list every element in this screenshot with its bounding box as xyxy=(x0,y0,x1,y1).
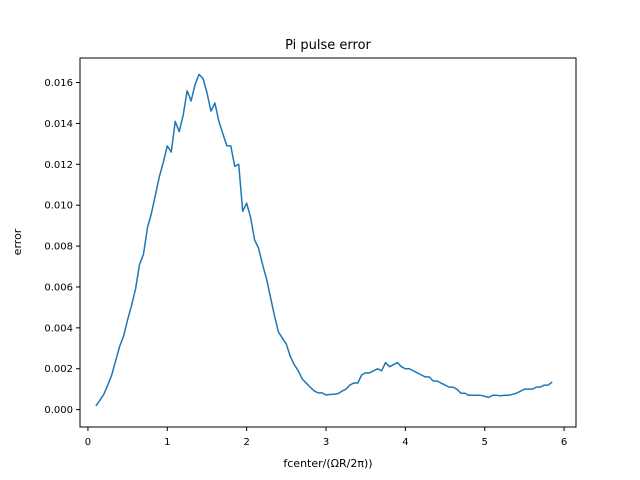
plot-frame xyxy=(79,57,577,428)
x-tick-label: 5 xyxy=(482,437,488,448)
y-tick-label: 0.008 xyxy=(44,242,73,253)
x-tick-label: 6 xyxy=(561,437,567,448)
y-axis: 0.000 0.002 0.004 0.006 0.008 0.010 0.012 0.014… xyxy=(44,78,80,416)
y-axis-label: error xyxy=(11,228,24,255)
y-tick-label: 0.002 xyxy=(44,364,73,375)
plot-area xyxy=(95,73,553,407)
x-tick-label: 2 xyxy=(243,437,249,448)
x-tick-label: 3 xyxy=(323,437,329,448)
series-line-0 xyxy=(95,73,553,407)
y-tick-label: 0.000 xyxy=(44,405,73,416)
x-tick-label: 0 xyxy=(85,437,91,448)
y-tick-label: 0.016 xyxy=(44,78,73,89)
x-tick-label: 4 xyxy=(402,437,408,448)
y-tick-label: 0.006 xyxy=(44,282,73,293)
chart-title: Pi pulse error xyxy=(285,38,371,53)
x-axis: 0 1 2 3 4 5 6 xyxy=(85,427,567,448)
y-tick-label: 0.010 xyxy=(44,201,73,212)
x-axis-label: fcenter/(ΩR/2π)) xyxy=(283,457,372,470)
y-tick-label: 0.014 xyxy=(44,119,73,130)
x-tick-label: 1 xyxy=(164,437,170,448)
y-tick-label: 0.012 xyxy=(44,160,73,171)
y-tick-label: 0.004 xyxy=(44,323,73,334)
